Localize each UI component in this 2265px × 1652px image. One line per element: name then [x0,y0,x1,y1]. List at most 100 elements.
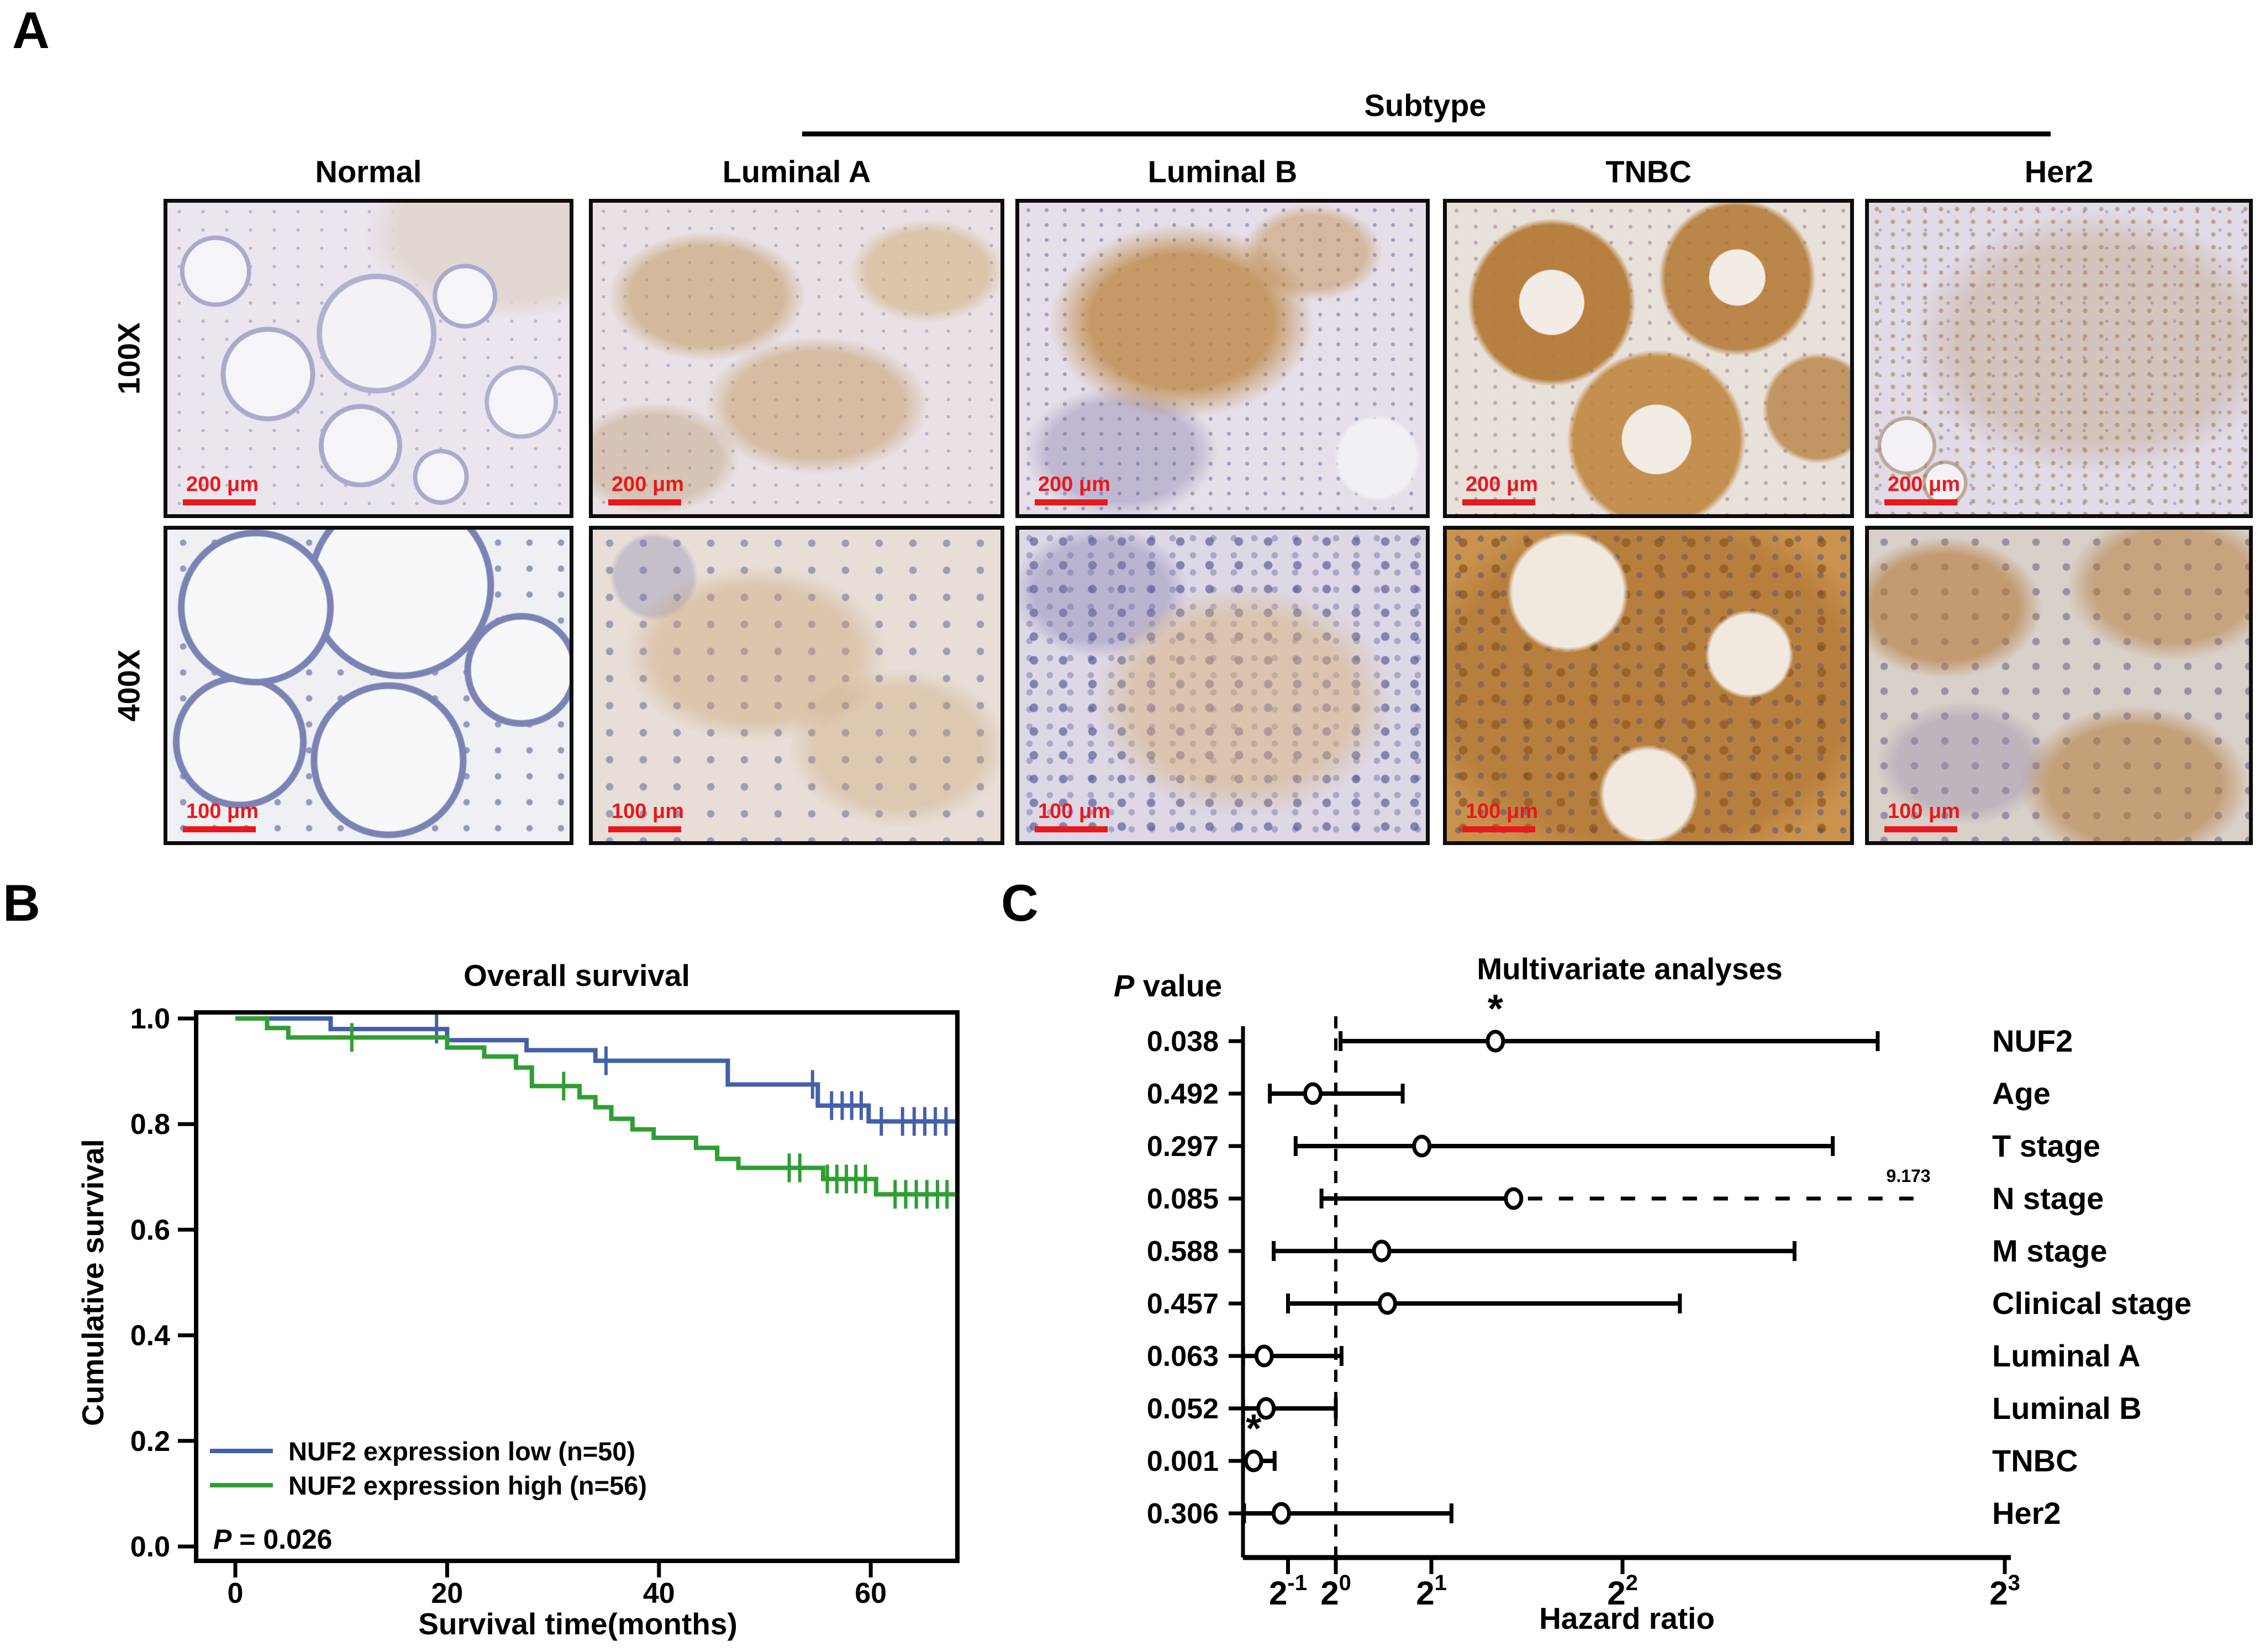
ihc-image-normal-400x: 100 μm [164,526,573,845]
forest-significance-asterisk: * [1246,1407,1261,1451]
forest-point-estimate [1412,1134,1432,1158]
ihc-image-her2-100x: 200 μm [1865,199,2253,518]
column-label-luminal-b: Luminal B [1147,154,1298,189]
scalebar [608,499,681,505]
km-plot: 0.0 0.2 0.4 0.6 0.8 1.0 0 20 40 60 [130,1003,960,1609]
km-y-tick-label: 0.0 [130,1531,170,1563]
forest-p-value: 0.457 [1147,1288,1219,1320]
km-legend-label-low: NUF2 expression low (n=50) [288,1436,636,1466]
ihc-image-luminal-b-400x: 100 μm [1015,526,1430,845]
km-frame [194,1010,960,1563]
forest-p-value: 0.492 [1147,1078,1219,1110]
column-label-her2: Her2 [2024,154,2094,189]
forest-pvalue-header-italic: P [1114,968,1135,1003]
forest-title: Multivariate analyses [1477,952,1783,986]
km-y-tick-label: 0.2 [130,1426,170,1458]
subtype-underline [802,131,2051,136]
km-x-tick-label: 40 [643,1577,675,1609]
forest-point-estimate [1254,1344,1274,1368]
scalebar [183,826,256,832]
scalebar-label: 200 μm [1038,473,1110,496]
panel-b-label: B [3,874,40,932]
forest-p-value: 0.063 [1147,1340,1219,1373]
forest-row-label: N stage [1992,1181,2104,1216]
scalebar-label: 200 μm [1888,473,1960,496]
forest-point-estimate [1271,1502,1291,1525]
forest-pvalue-header-rest: value [1134,968,1223,1003]
column-label-luminal-a: Luminal A [722,154,871,189]
km-y-tick-label: 0.8 [130,1109,170,1141]
km-y-tick-label: 0.6 [130,1214,170,1246]
forest-plot: 2-1 20 21 22 23 0.038 * NUF2 0.492 Age 0.297 T stag… [1147,987,2192,1612]
forest-p-value: 0.052 [1147,1393,1219,1425]
forest-row-label: Luminal A [1992,1338,2141,1373]
scalebar-label: 200 μm [612,473,684,496]
forest-point-estimate [1256,1397,1276,1420]
forest-point-estimate [1486,1030,1505,1053]
forest-row-label: T stage [1992,1128,2100,1163]
forest-significance-asterisk: * [1488,987,1503,1031]
scalebar [1035,826,1108,832]
ihc-image-luminal-b-100x: 200 μm [1015,199,1430,518]
ihc-image-tnbc-100x: 200 μm [1443,199,1854,518]
forest-row-label: M stage [1992,1233,2108,1268]
scalebar [1884,826,1957,832]
km-curve-high [235,1016,956,1197]
forest-p-value: 0.306 [1147,1498,1219,1530]
ihc-image-normal-100x: 200 μm [164,199,573,518]
forest-row-label: Age [1992,1076,2051,1111]
km-legend-swatch-low [210,1449,273,1453]
forest-x-tick-label: 20 [1320,1571,1351,1612]
km-x-tick-label: 0 [228,1577,244,1609]
forest-row-label: TNBC [1992,1443,2078,1478]
scalebar [1035,499,1108,505]
subtype-header: Subtype [1364,88,1487,123]
km-legend-item-high: NUF2 expression high (n=56) [210,1468,647,1502]
km-legend-label-high: NUF2 expression high (n=56) [288,1470,647,1500]
km-y-tick-label: 1.0 [130,1003,170,1035]
forest-x-axis-title: Hazard ratio [1539,1601,1715,1635]
km-title: Overall survival [463,958,690,993]
scalebar [608,826,681,832]
panel-c-label: C [1001,874,1039,932]
km-x-axis-title: Survival time(months) [418,1607,738,1641]
scalebar [1462,826,1535,832]
forest-p-value: 0.297 [1147,1131,1219,1163]
scalebar-label: 200 μm [186,473,259,496]
forest-row-label: Her2 [1992,1496,2061,1530]
ihc-image-her2-400x: 100 μm [1865,526,2253,845]
forest-point-estimate [1504,1187,1524,1210]
column-label-normal: Normal [315,154,422,189]
forest-p-value: 0.038 [1147,1026,1219,1058]
forest-row-label: Clinical stage [1992,1286,2192,1321]
km-x-tick-label: 20 [431,1577,463,1609]
forest-point-estimate [1377,1292,1397,1315]
forest-x-tick-label: 22 [1607,1571,1638,1612]
km-legend: NUF2 expression low (n=50) NUF2 expressi… [210,1434,647,1502]
scalebar-label: 100 μm [1038,800,1110,823]
scalebar-label: 100 μm [612,800,684,823]
forest-row-label: Luminal B [1992,1391,2142,1426]
forest-pvalue-header: P value [1114,968,1222,1004]
ihc-image-tnbc-400x: 100 μm [1443,526,1854,845]
km-p-italic: P [213,1524,232,1555]
forest-p-value: 0.001 [1147,1445,1219,1477]
ihc-image-luminal-a-400x: 100 μm [589,526,1004,845]
scalebar-label: 100 μm [1466,800,1538,823]
km-legend-item-low: NUF2 expression low (n=50) [210,1434,647,1468]
km-legend-swatch-high [210,1483,273,1487]
column-label-tnbc: TNBC [1605,154,1692,189]
km-y-tick-label: 0.4 [130,1320,170,1352]
row-label-400x: 400X [111,649,146,722]
km-x-tick-label: 60 [855,1577,887,1609]
forest-point-estimate [1372,1239,1392,1263]
scalebar-label: 200 μm [1466,473,1538,496]
ihc-image-luminal-a-100x: 200 μm [589,199,1004,518]
row-label-100x: 100X [111,322,146,395]
forest-p-value: 0.085 [1147,1183,1219,1215]
forest-p-value: 0.588 [1147,1236,1219,1268]
forest-x-tick-label: 21 [1416,1571,1447,1612]
scalebar-label: 100 μm [186,800,259,823]
scalebar-label: 100 μm [1888,800,1960,823]
